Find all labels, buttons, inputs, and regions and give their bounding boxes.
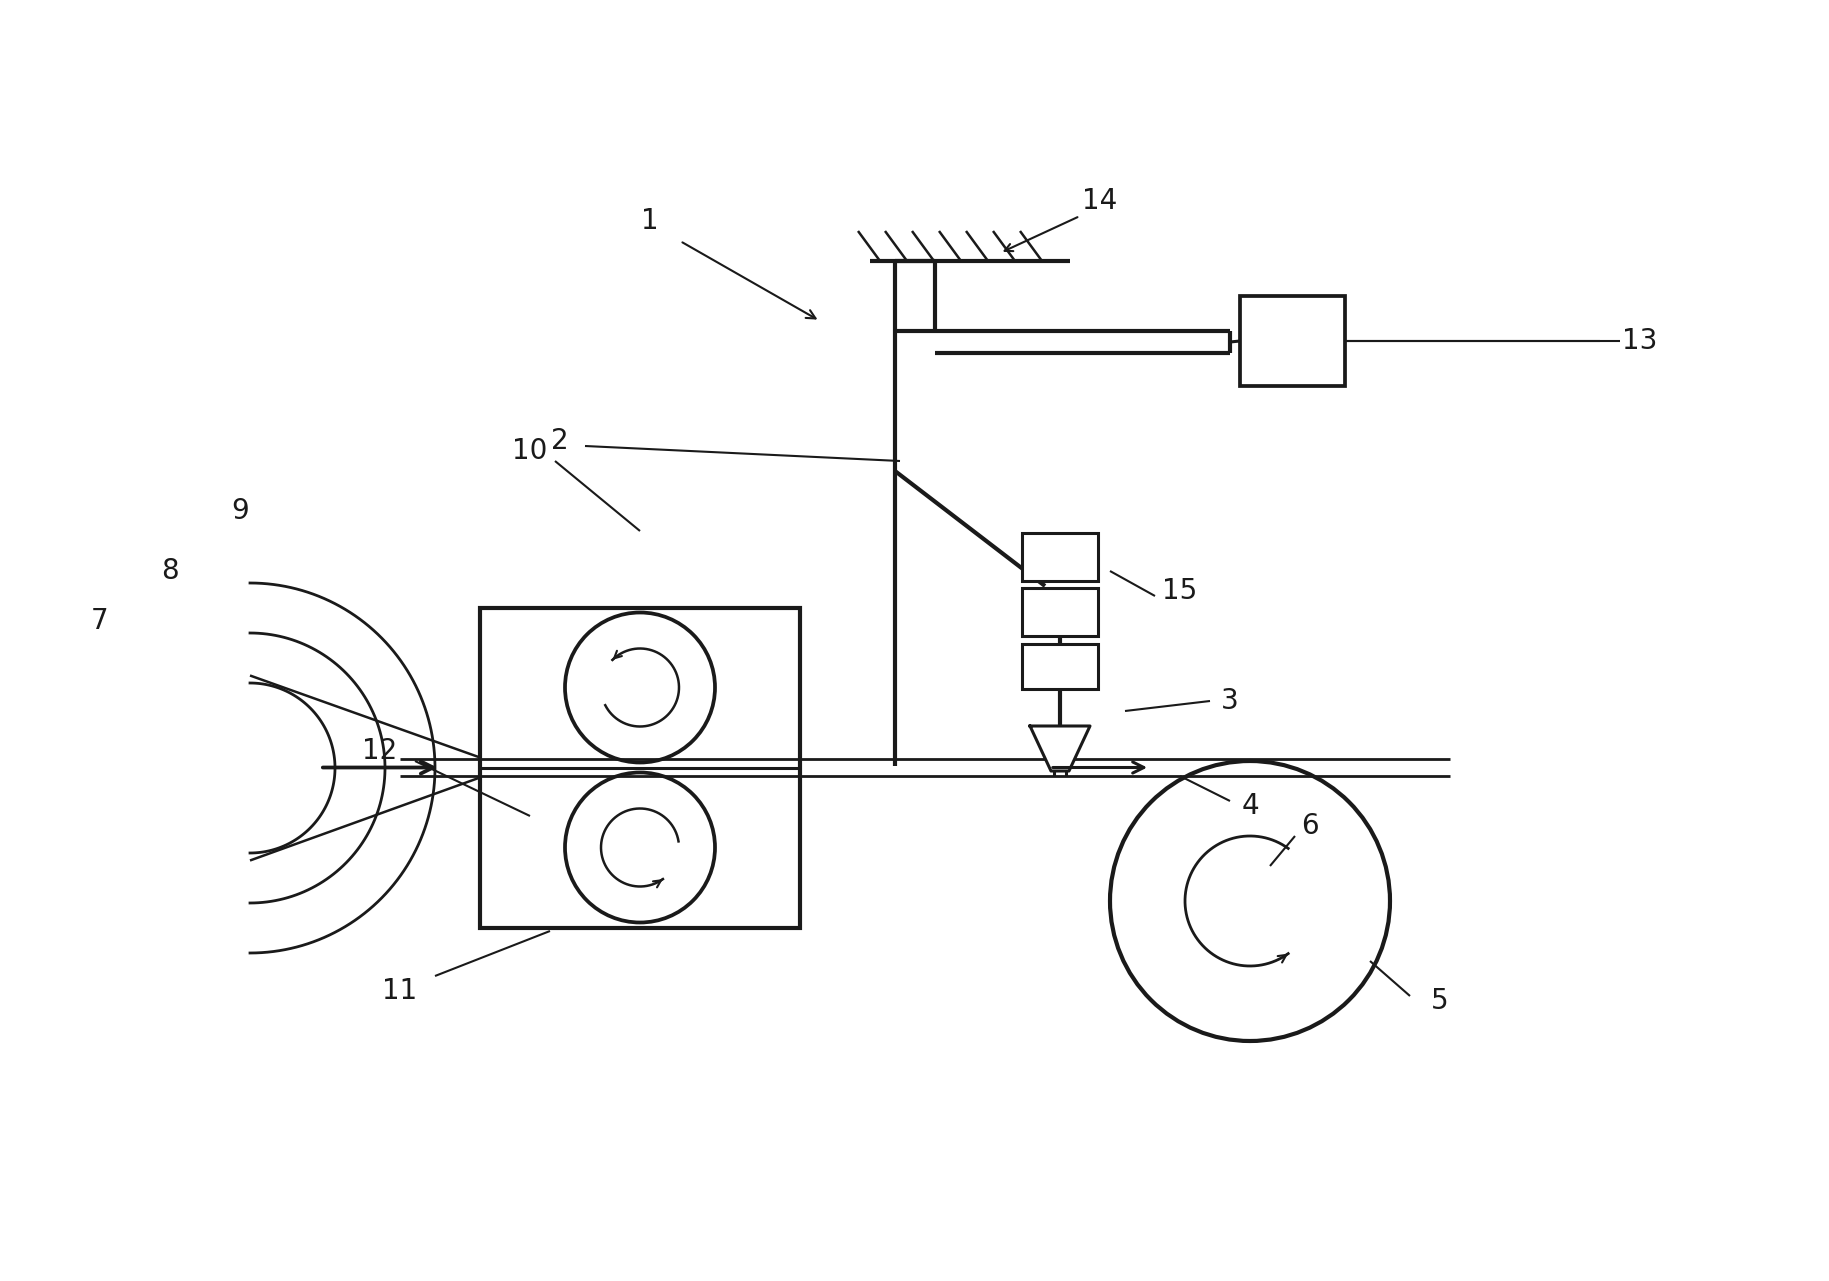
Bar — [1022, 533, 1097, 582]
Text: 5: 5 — [1430, 986, 1449, 1015]
Text: 3: 3 — [1222, 687, 1238, 715]
Text: 14: 14 — [1083, 187, 1118, 215]
Text: 15: 15 — [1163, 576, 1198, 605]
Bar — [1240, 296, 1344, 386]
Bar — [479, 607, 799, 927]
Text: 10: 10 — [512, 437, 547, 465]
Bar — [1022, 588, 1097, 635]
Text: 2: 2 — [551, 427, 569, 455]
Bar — [1022, 644, 1097, 689]
Text: 8: 8 — [161, 557, 179, 585]
Text: 12: 12 — [362, 737, 397, 765]
Text: 6: 6 — [1300, 812, 1319, 840]
Text: 4: 4 — [1242, 792, 1258, 820]
Text: 1: 1 — [642, 208, 658, 234]
Text: 7: 7 — [91, 607, 108, 635]
Polygon shape — [1030, 726, 1090, 771]
Text: 9: 9 — [230, 497, 249, 525]
Text: 11: 11 — [382, 977, 417, 1006]
Text: 13: 13 — [1622, 327, 1657, 355]
